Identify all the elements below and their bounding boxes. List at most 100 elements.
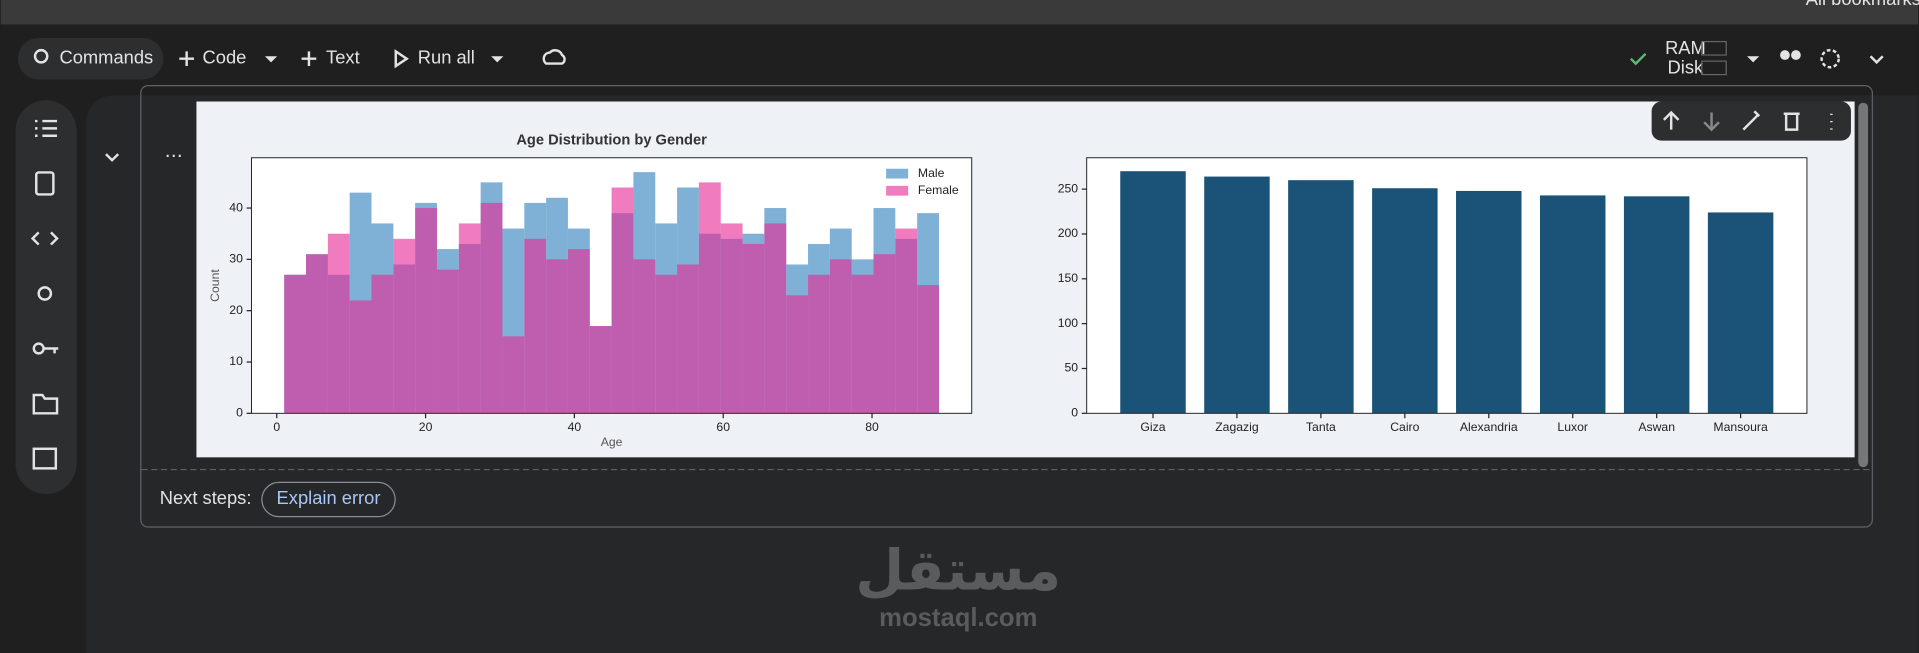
x-tick-label: 80 bbox=[865, 420, 879, 434]
histogram-bar bbox=[546, 259, 568, 414]
search-icon bbox=[33, 48, 49, 64]
check-icon bbox=[1629, 52, 1647, 66]
cell bbox=[140, 84, 1873, 528]
explain-error-label[interactable]: Explain error bbox=[277, 487, 381, 508]
histogram-bar bbox=[393, 238, 416, 414]
bookmarks[interactable]: All bookmarks bbox=[1806, 0, 1919, 9]
dropdown-icon[interactable] bbox=[491, 56, 504, 63]
cell-menu[interactable]: ⋯ bbox=[165, 144, 183, 165]
legend-label: Male bbox=[918, 166, 945, 180]
watermark: مستقل bbox=[855, 538, 1061, 601]
expand-icon[interactable] bbox=[1869, 55, 1884, 65]
y-tick-label: 0 bbox=[1071, 406, 1078, 420]
bar bbox=[1372, 188, 1438, 414]
x-tick-label: Tanta bbox=[1306, 420, 1336, 434]
scrollbar[interactable] bbox=[1858, 102, 1869, 468]
move-down-icon[interactable] bbox=[1703, 112, 1720, 132]
next-steps-label: Next steps: bbox=[160, 487, 252, 508]
sidebar bbox=[15, 100, 77, 495]
x-tick-label: 20 bbox=[419, 420, 433, 434]
text-button[interactable]: Text bbox=[326, 47, 360, 68]
y-tick-label: 40 bbox=[229, 200, 243, 214]
ram-label: RAM bbox=[1665, 37, 1706, 58]
x-tick-label: Alexandria bbox=[1460, 420, 1518, 434]
histogram-bar bbox=[480, 202, 503, 414]
histogram-bar bbox=[349, 300, 372, 414]
histogram-bar bbox=[808, 274, 830, 414]
disk-label: Disk bbox=[1668, 56, 1704, 77]
x-tick-label: 40 bbox=[568, 420, 582, 434]
play-icon bbox=[394, 49, 409, 69]
histogram-bar bbox=[327, 233, 350, 414]
browser-bar bbox=[0, 0, 1919, 25]
share-icon[interactable] bbox=[1780, 50, 1790, 60]
x-tick-label: Cairo bbox=[1390, 420, 1419, 434]
legend-label: Female bbox=[918, 183, 959, 197]
y-tick-label: 50 bbox=[1065, 361, 1079, 375]
x-tick-label: 60 bbox=[716, 420, 730, 434]
variables-icon[interactable] bbox=[37, 286, 53, 301]
histogram-bar bbox=[567, 249, 590, 414]
collapse-icon[interactable] bbox=[105, 153, 120, 162]
histogram-bar bbox=[720, 223, 743, 414]
toc-icon[interactable] bbox=[35, 119, 58, 137]
histogram-bar bbox=[786, 295, 809, 414]
histogram-bar bbox=[524, 238, 547, 414]
files-icon[interactable] bbox=[32, 393, 59, 415]
ram-meter bbox=[1701, 40, 1727, 56]
dropdown-icon[interactable] bbox=[1747, 56, 1760, 63]
y-tick-label: 100 bbox=[1058, 316, 1079, 330]
move-up-icon[interactable] bbox=[1662, 110, 1680, 130]
share-icon bbox=[1791, 50, 1801, 60]
x-tick-label: Luxor bbox=[1557, 420, 1588, 434]
commands-button[interactable] bbox=[17, 37, 164, 80]
histogram-bar bbox=[306, 254, 328, 414]
histogram-bar bbox=[502, 336, 525, 414]
code-button[interactable]: Code bbox=[203, 47, 247, 68]
y-tick-label: 0 bbox=[236, 406, 243, 420]
bar bbox=[1288, 180, 1354, 414]
settings-icon[interactable] bbox=[1820, 48, 1840, 69]
chart-title: Age Distribution by Gender bbox=[516, 133, 707, 149]
histogram-bar bbox=[764, 223, 787, 414]
delete-icon[interactable] bbox=[1783, 112, 1800, 131]
secrets-icon bbox=[43, 347, 59, 354]
commands-label[interactable]: Commands bbox=[59, 47, 153, 68]
plot-area bbox=[1086, 157, 1807, 414]
x-tick-label: Zagazig bbox=[1215, 420, 1259, 434]
y-tick-label: 150 bbox=[1058, 271, 1079, 285]
y-tick-label: 10 bbox=[229, 354, 243, 368]
table-icon[interactable] bbox=[32, 447, 58, 470]
edit-icon[interactable] bbox=[1742, 110, 1761, 131]
bar bbox=[1707, 212, 1774, 414]
y-tick-label: 30 bbox=[229, 252, 243, 266]
histogram-bar bbox=[917, 285, 939, 414]
histogram-bar bbox=[851, 274, 874, 414]
histogram-bar bbox=[677, 264, 699, 414]
histogram-bar bbox=[284, 274, 307, 414]
histogram-bar bbox=[655, 274, 678, 414]
plus-icon bbox=[301, 51, 317, 67]
code-icon[interactable] bbox=[30, 231, 59, 246]
run-all-button[interactable]: Run all bbox=[418, 47, 475, 68]
disk-meter bbox=[1701, 60, 1727, 76]
bar bbox=[1204, 176, 1270, 414]
find-icon[interactable] bbox=[35, 171, 55, 196]
histogram-bar bbox=[742, 243, 765, 414]
x-tick-label: 0 bbox=[273, 420, 280, 434]
y-axis-label: Count bbox=[208, 269, 222, 302]
plot-frame bbox=[1086, 157, 1808, 414]
histogram-bar bbox=[873, 254, 896, 414]
legend-swatch bbox=[886, 168, 909, 179]
cloud-icon[interactable] bbox=[542, 49, 566, 65]
histogram-bar bbox=[633, 259, 656, 414]
histogram-bar bbox=[698, 182, 721, 414]
bar bbox=[1539, 195, 1606, 414]
x-tick-label: Giza bbox=[1140, 420, 1165, 434]
histogram-bar bbox=[415, 208, 437, 414]
explain-error-button[interactable] bbox=[261, 481, 396, 518]
x-tick-label: Mansoura bbox=[1713, 420, 1768, 434]
dropdown-icon[interactable] bbox=[264, 56, 278, 63]
bar bbox=[1120, 171, 1186, 414]
